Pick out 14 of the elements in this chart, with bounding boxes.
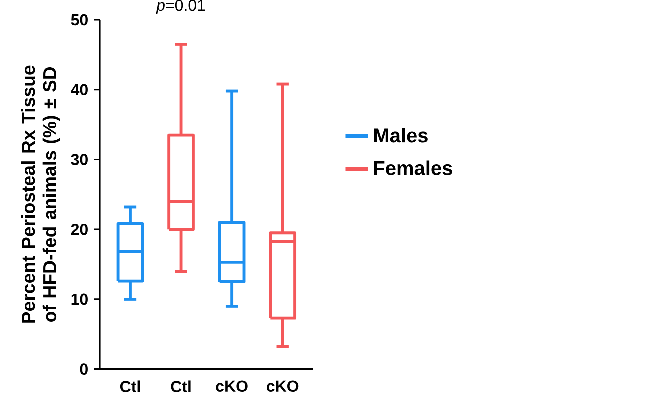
- text: p=0.01: [156, 0, 206, 14]
- y-tick-label: 40: [71, 84, 88, 96]
- x-tick-label: Ctl: [171, 380, 191, 392]
- legend-label: Females: [374, 160, 452, 176]
- y-tick-label: 0: [80, 364, 88, 375]
- y-axis-title: Percent Periosteal Rx Tissue of HFD-fed animals (%) ± SD: [22, 66, 60, 323]
- x-tick-label: cKO: [216, 380, 248, 392]
- y-tick-label: 20: [71, 224, 88, 236]
- legend-label: Males: [374, 128, 428, 143]
- y-tick-label: 10: [72, 294, 88, 306]
- x-tick-label: cKO: [267, 380, 299, 392]
- y-tick-label: 30: [71, 154, 88, 166]
- y-tick-label: 50: [71, 14, 88, 26]
- x-tick-label: Ctl: [120, 380, 140, 392]
